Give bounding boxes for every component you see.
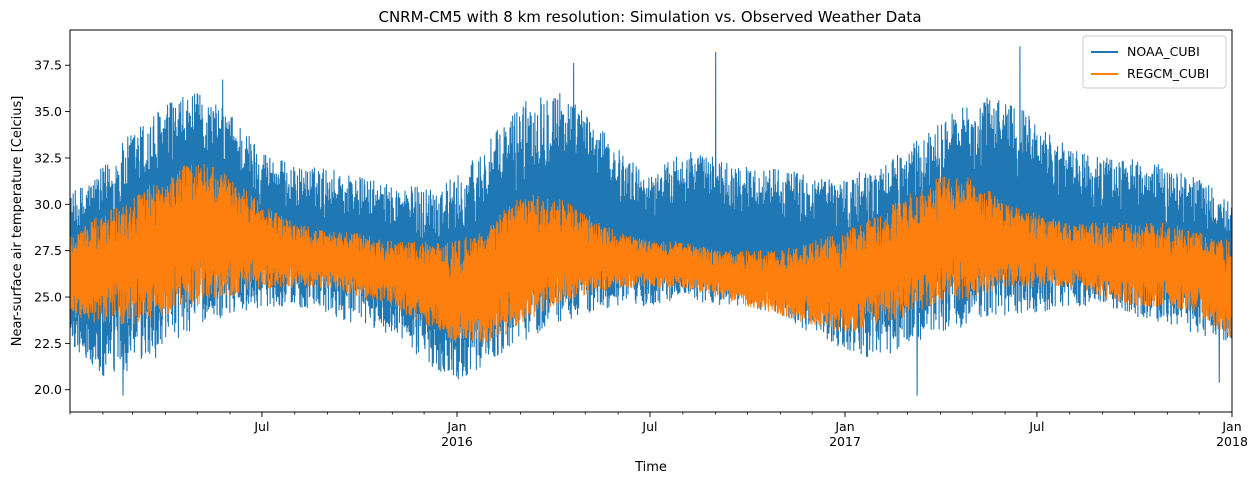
y-tick-label: 27.5 (34, 243, 62, 258)
y-tick-label: 20.0 (34, 382, 62, 397)
legend-box (1082, 35, 1227, 89)
legend-label-regcm: REGCM_CUBI (1127, 66, 1209, 81)
y-tick-label: 37.5 (34, 58, 62, 73)
x-axis-label: Time (634, 460, 667, 475)
chart-title: CNRM-CM5 with 8 km resolution: Simulatio… (378, 8, 921, 26)
x-tick-year-label: 2018 (1216, 434, 1248, 449)
x-tick-label: Jan (834, 419, 854, 434)
y-axis-label: Near-surface air temperature [Celcius] (10, 96, 25, 347)
legend: NOAA_CUBI REGCM_CUBI (1082, 35, 1227, 89)
plot-area-frame (69, 29, 1233, 413)
y-tick-label: 30.0 (34, 197, 62, 212)
y-tick-label: 35.0 (34, 104, 62, 119)
x-tick-label: Jan (1221, 419, 1241, 434)
y-axis: 20.0 22.5 25.0 27.5 30.0 32.5 35.0 37.5 (34, 58, 70, 397)
y-tick-label: 32.5 (34, 150, 62, 165)
series-line-regcm-cubi (70, 163, 1232, 344)
x-tick-year-label: 2017 (829, 434, 861, 449)
y-tick-label: 22.5 (34, 336, 62, 351)
x-tick-label: Jul (1028, 419, 1044, 434)
x-tick-year-label: 2016 (441, 434, 473, 449)
x-tick-label: Jul (641, 419, 657, 434)
legend-label-noaa: NOAA_CUBI (1127, 44, 1200, 59)
series-layer (70, 46, 1232, 396)
y-tick-label: 25.0 (34, 290, 62, 305)
x-tick-label: Jul (253, 419, 269, 434)
x-tick-label: Jan (446, 419, 466, 434)
